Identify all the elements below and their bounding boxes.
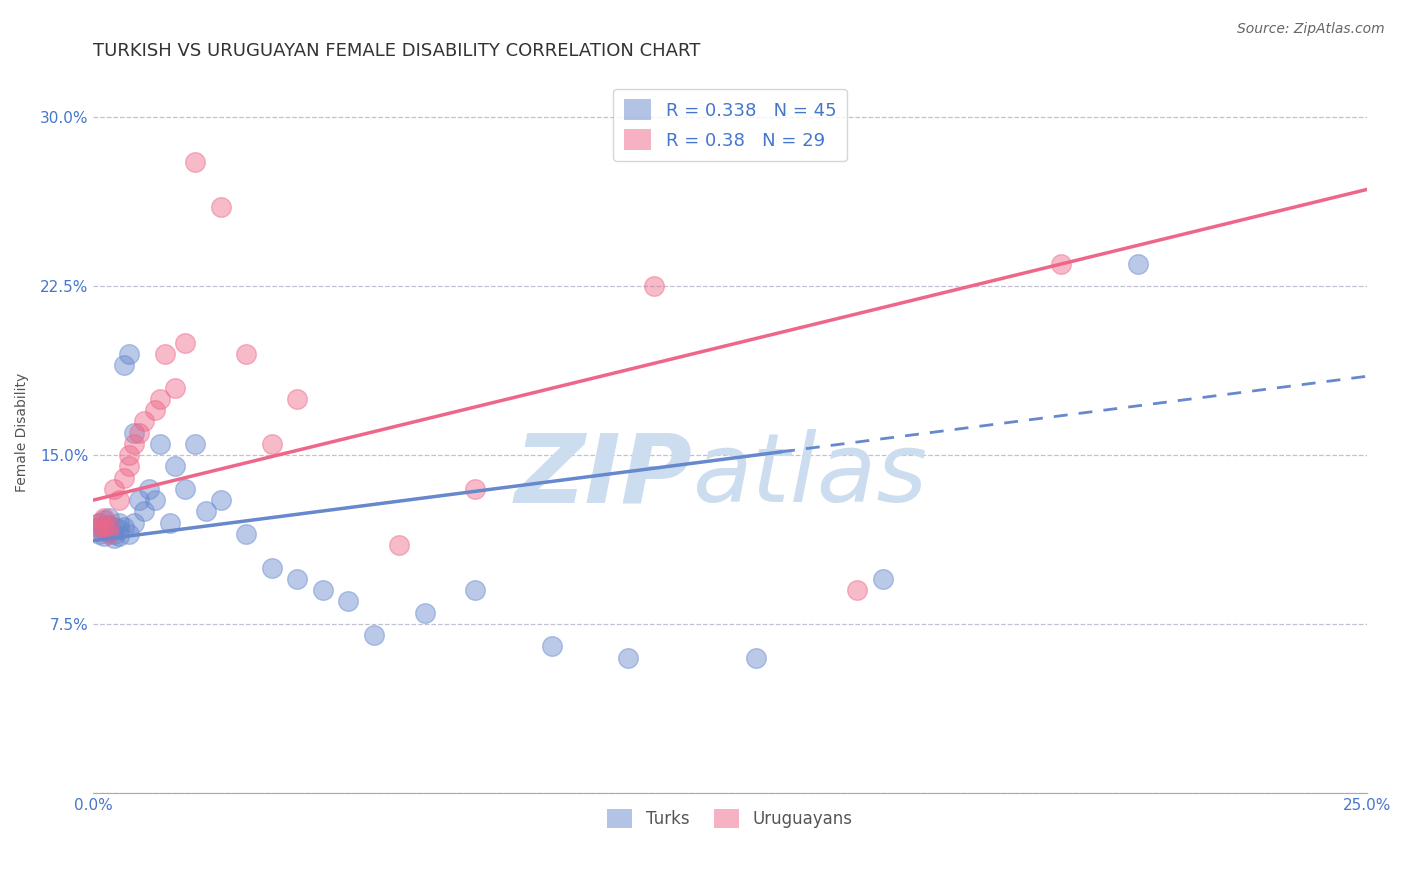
- Point: [97, 511, 120, 525]
- Point: [134, 414, 156, 428]
- Point: [285, 572, 308, 586]
- Point: [1050, 257, 1073, 271]
- Point: [143, 493, 166, 508]
- Point: [413, 606, 436, 620]
- Point: [1126, 257, 1149, 271]
- Point: [260, 560, 283, 574]
- Point: [118, 459, 141, 474]
- Point: [846, 583, 869, 598]
- Point: [122, 516, 145, 530]
- Point: [464, 482, 486, 496]
- Point: [285, 392, 308, 406]
- Point: [149, 392, 172, 406]
- Point: [194, 504, 217, 518]
- Point: [112, 358, 135, 372]
- Point: [103, 532, 125, 546]
- Point: [235, 347, 257, 361]
- Point: [153, 347, 176, 361]
- Point: [337, 594, 360, 608]
- Point: [87, 522, 110, 536]
- Point: [97, 517, 120, 532]
- Point: [112, 470, 135, 484]
- Point: [128, 425, 150, 440]
- Point: [108, 493, 131, 508]
- Point: [163, 380, 186, 394]
- Point: [643, 279, 665, 293]
- Point: [872, 572, 894, 586]
- Point: [128, 493, 150, 508]
- Point: [103, 482, 125, 496]
- Point: [87, 516, 110, 530]
- Point: [260, 437, 283, 451]
- Point: [143, 403, 166, 417]
- Point: [118, 448, 141, 462]
- Point: [122, 437, 145, 451]
- Point: [744, 650, 766, 665]
- Legend: Turks, Uruguayans: Turks, Uruguayans: [600, 802, 859, 835]
- Point: [464, 583, 486, 598]
- Point: [138, 482, 160, 496]
- Point: [122, 425, 145, 440]
- Point: [118, 347, 141, 361]
- Point: [149, 437, 172, 451]
- Point: [134, 504, 156, 518]
- Y-axis label: Female Disability: Female Disability: [15, 373, 30, 492]
- Point: [108, 522, 131, 536]
- Point: [311, 583, 333, 598]
- Point: [118, 526, 141, 541]
- Point: [388, 538, 411, 552]
- Point: [103, 520, 125, 534]
- Point: [617, 650, 640, 665]
- Point: [87, 516, 110, 530]
- Point: [363, 628, 385, 642]
- Point: [97, 517, 120, 532]
- Point: [97, 524, 120, 539]
- Text: Source: ZipAtlas.com: Source: ZipAtlas.com: [1237, 22, 1385, 37]
- Point: [93, 511, 115, 525]
- Point: [174, 482, 197, 496]
- Point: [209, 201, 232, 215]
- Point: [87, 520, 110, 534]
- Text: TURKISH VS URUGUAYAN FEMALE DISABILITY CORRELATION CHART: TURKISH VS URUGUAYAN FEMALE DISABILITY C…: [93, 42, 700, 60]
- Point: [184, 155, 207, 169]
- Point: [93, 529, 115, 543]
- Point: [174, 335, 197, 350]
- Text: atlas: atlas: [692, 429, 927, 522]
- Point: [184, 437, 207, 451]
- Point: [93, 522, 115, 536]
- Point: [93, 520, 115, 534]
- Point: [209, 493, 232, 508]
- Point: [235, 526, 257, 541]
- Text: ZIP: ZIP: [515, 429, 692, 522]
- Point: [108, 516, 131, 530]
- Point: [87, 526, 110, 541]
- Point: [159, 516, 181, 530]
- Point: [93, 513, 115, 527]
- Point: [163, 459, 186, 474]
- Point: [108, 529, 131, 543]
- Point: [97, 526, 120, 541]
- Point: [112, 520, 135, 534]
- Point: [103, 526, 125, 541]
- Point: [541, 640, 564, 654]
